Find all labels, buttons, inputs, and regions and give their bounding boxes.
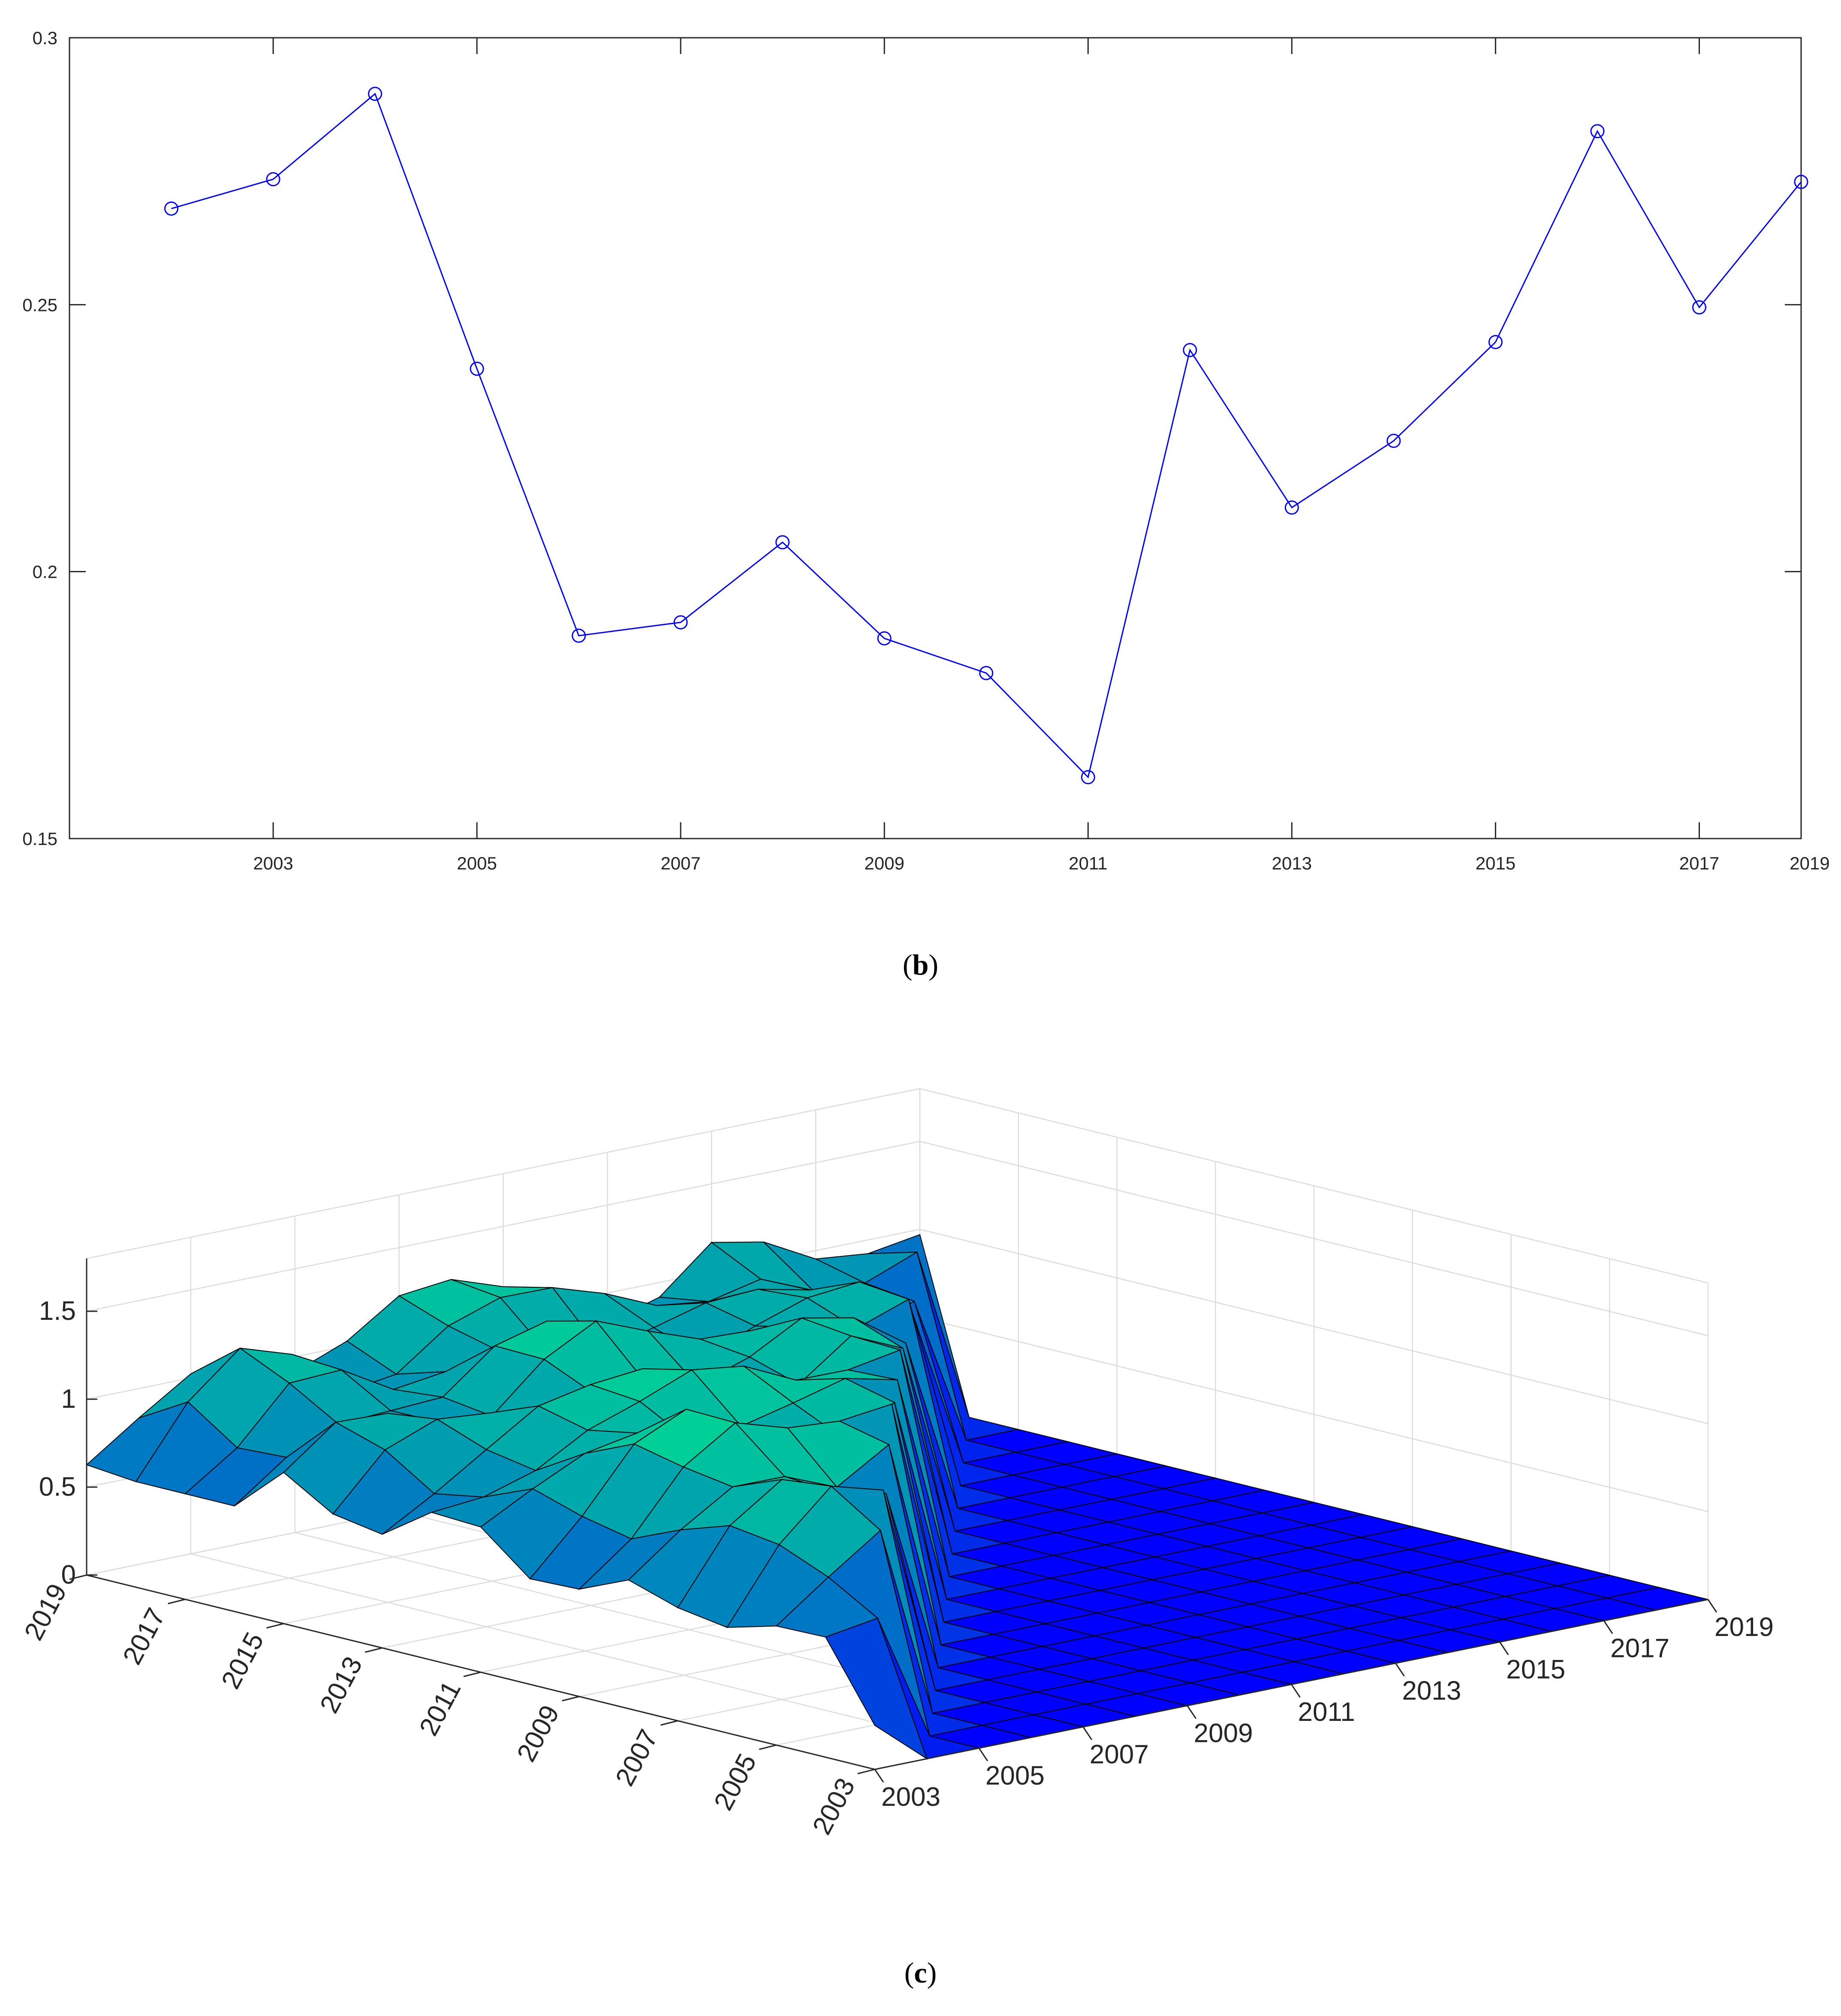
plot-area	[69, 37, 1802, 839]
x-tick-label: 2011	[1069, 853, 1107, 873]
x-tick-label: 2007	[1090, 1740, 1149, 1769]
x-tick-label: 2015	[1476, 853, 1516, 873]
data-point	[1284, 500, 1299, 515]
line-chart: 0.15 0.2 0.25 0.3 2003 2005 2007 2009 2011 2013 20…	[22, 28, 1829, 873]
grid-line	[919, 1228, 1708, 1424]
x-tick-label: 2003	[253, 853, 293, 873]
data-point	[1386, 434, 1401, 448]
panel-label-b: (b)	[902, 948, 939, 981]
x-tick-label: 2007	[660, 853, 700, 873]
x-tick-label: 2015	[1506, 1655, 1565, 1684]
x-tick	[978, 1747, 988, 1762]
x-tick-label: 2017	[1679, 853, 1719, 873]
y-tick	[759, 1744, 777, 1750]
y-tick-label: 2011	[414, 1676, 467, 1741]
x-tick	[1187, 1705, 1196, 1719]
x-tick	[1707, 1599, 1717, 1613]
data-point	[1692, 300, 1706, 315]
x-tick-label: 2009	[1194, 1719, 1253, 1748]
surface	[86, 1234, 1708, 1760]
y-tick	[857, 1769, 875, 1775]
y-tick-label: 2017	[117, 1603, 171, 1669]
y-tick	[463, 1672, 481, 1677]
grid-line	[919, 1316, 1708, 1512]
y-tick-label: 2019	[19, 1579, 73, 1645]
data-point	[979, 666, 994, 680]
panel-label-c: (c)	[904, 1956, 937, 1989]
y-tick-label: 2007	[610, 1725, 664, 1791]
data-point	[572, 628, 586, 643]
x-tick	[1291, 1684, 1301, 1698]
x-tick	[1603, 1620, 1613, 1634]
y-tick	[266, 1623, 284, 1629]
panel-label-b-letter: b	[912, 948, 929, 981]
z-tick-label: 1.5	[39, 1296, 76, 1326]
x-tick-label: 2017	[1610, 1634, 1669, 1663]
grid-line	[86, 1088, 920, 1259]
panel-label-c-letter: c	[914, 1956, 927, 1989]
data-point	[1081, 770, 1095, 785]
z-tick-label: 0.5	[39, 1472, 76, 1502]
x-tick-label: 2013	[1272, 853, 1312, 873]
data-point	[877, 631, 892, 646]
y-tick	[168, 1599, 186, 1605]
data-point	[266, 172, 280, 187]
y-tick-label: 2005	[708, 1749, 762, 1815]
y-tick-label: 0.2	[33, 562, 57, 582]
data-point	[470, 362, 484, 376]
y-tick-label: 0.25	[22, 295, 57, 315]
series-line	[171, 93, 1802, 779]
x-tick-label: 2019	[1790, 853, 1829, 873]
x-tick-label: 2013	[1402, 1676, 1461, 1706]
z-tick-label: 1	[61, 1384, 76, 1414]
grid-line	[86, 1141, 920, 1312]
x-tick	[874, 1769, 884, 1783]
x-tick-label: 2019	[1714, 1612, 1774, 1642]
y-tick	[365, 1647, 383, 1653]
y-tick-label: 2003	[807, 1773, 861, 1839]
x-tick-label: 2003	[881, 1782, 940, 1812]
data-point	[368, 87, 383, 101]
data-point	[1590, 124, 1605, 139]
y-tick-label: 0.15	[22, 829, 57, 849]
y-tick	[562, 1696, 580, 1702]
data-point	[673, 615, 688, 630]
data-point	[1183, 343, 1197, 357]
y-tick-label: 2009	[511, 1700, 565, 1766]
x-tick-label: 2009	[865, 853, 904, 873]
data-point	[164, 201, 179, 216]
x-tick-label: 2011	[1298, 1697, 1355, 1727]
data-point	[1794, 175, 1808, 189]
y-tick-label: 2013	[314, 1652, 368, 1718]
x-tick-label: 2005	[457, 853, 497, 873]
data-point	[775, 535, 790, 549]
data-point	[1488, 335, 1503, 349]
x-tick-label: 2005	[985, 1761, 1045, 1791]
x-tick	[1082, 1726, 1092, 1740]
y-tick	[69, 1574, 87, 1580]
grid-line	[919, 1088, 1708, 1284]
y-tick	[660, 1720, 678, 1726]
x-tick	[1499, 1642, 1509, 1655]
surface-chart: 0 0.5 1 1.5 2019 2017 2015 2013 2011 2009 2007 2005…	[19, 1088, 1774, 1839]
x-tick	[1395, 1663, 1405, 1677]
y-tick-label: 0.3	[33, 28, 57, 48]
y-tick-label: 2015	[216, 1627, 270, 1693]
grid-line	[919, 1141, 1708, 1337]
surface-patch	[825, 1618, 928, 1760]
z-tick-label: 0	[61, 1560, 76, 1590]
